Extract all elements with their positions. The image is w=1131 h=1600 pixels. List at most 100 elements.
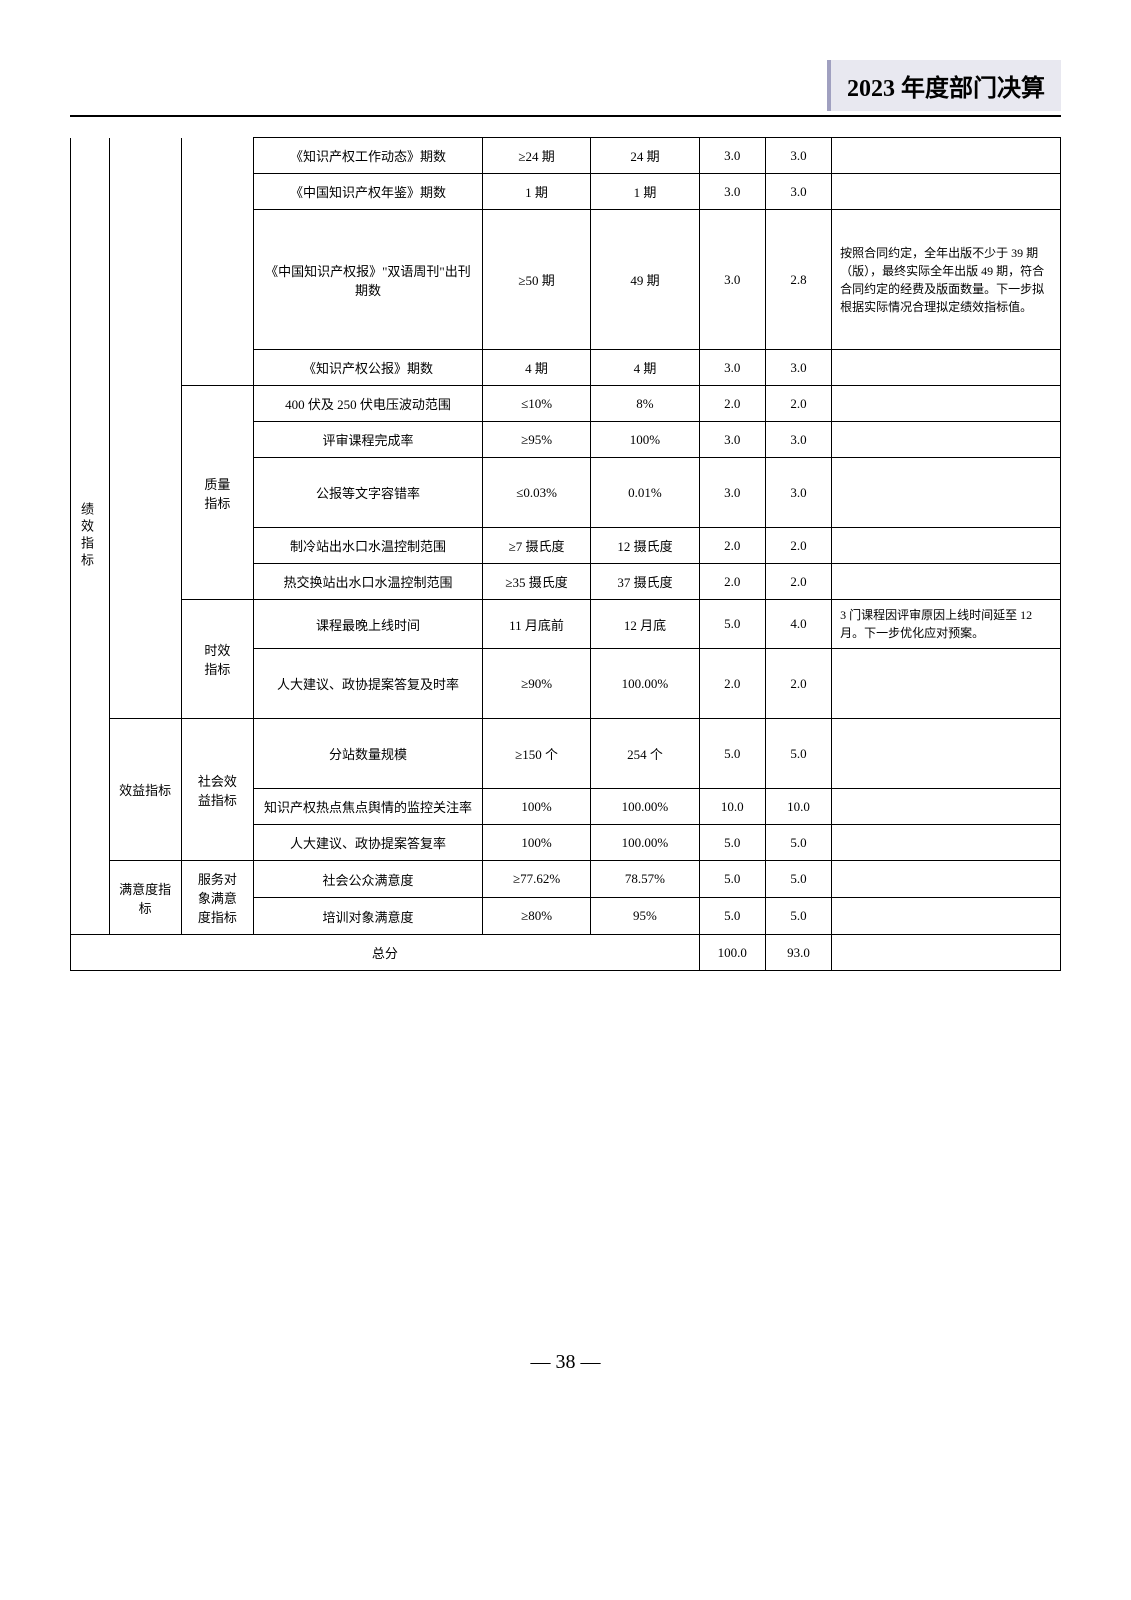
metric-score: 2.0	[765, 528, 831, 564]
metric-target: ≥90%	[482, 649, 590, 719]
metric-weight: 5.0	[699, 600, 765, 649]
metric-score: 3.0	[765, 458, 831, 528]
metric-remark	[832, 350, 1061, 386]
metric-name: 人大建议、政协提案答复及时率	[254, 649, 483, 719]
metric-remark	[832, 458, 1061, 528]
metric-weight: 3.0	[699, 210, 765, 350]
metric-name: 课程最晚上线时间	[254, 600, 483, 649]
metric-weight: 10.0	[699, 789, 765, 825]
metric-actual: 100%	[591, 422, 699, 458]
metric-target: ≥77.62%	[482, 861, 590, 898]
header-rule	[70, 115, 1061, 117]
metric-actual: 12 摄氏度	[591, 528, 699, 564]
metric-actual: 1 期	[591, 174, 699, 210]
metric-name: 社会公众满意度	[254, 861, 483, 898]
metric-remark	[832, 174, 1061, 210]
blank-subgroup	[109, 138, 181, 719]
metric-target: 1 期	[482, 174, 590, 210]
metric-score: 2.8	[765, 210, 831, 350]
metric-target: 11 月底前	[482, 600, 590, 649]
metric-remark	[832, 564, 1061, 600]
metric-target: ≥80%	[482, 898, 590, 935]
metric-weight: 5.0	[699, 898, 765, 935]
metric-score: 5.0	[765, 861, 831, 898]
metric-score: 4.0	[765, 600, 831, 649]
metric-name: 分站数量规模	[254, 719, 483, 789]
metric-target: ≤0.03%	[482, 458, 590, 528]
benefit-indicator-group: 效益指标	[109, 719, 181, 861]
table-row: 效益指标 社会效 益指标 分站数量规模 ≥150 个 254 个 5.0 5.0	[71, 719, 1061, 789]
table-row: 满意度指标 服务对 象满意 度指标 社会公众满意度 ≥77.62% 78.57%…	[71, 861, 1061, 898]
metric-actual: 100.00%	[591, 649, 699, 719]
metric-actual: 8%	[591, 386, 699, 422]
metric-remark: 按照合同约定，全年出版不少于 39 期（版），最终实际全年出版 49 期，符合合…	[832, 210, 1061, 350]
metric-remark	[832, 861, 1061, 898]
metric-weight: 3.0	[699, 174, 765, 210]
table-row: 绩效指标 《知识产权工作动态》期数 ≥24 期 24 期 3.0 3.0	[71, 138, 1061, 174]
metric-remark: 3 门课程因评审原因上线时间延至 12 月。下一步优化应对预案。	[832, 600, 1061, 649]
metric-actual: 24 期	[591, 138, 699, 174]
perf-indicator-label: 绩效指标	[77, 502, 96, 570]
blank-metric-group	[181, 138, 253, 386]
metric-score: 2.0	[765, 386, 831, 422]
total-weight: 100.0	[699, 935, 765, 971]
metric-actual: 78.57%	[591, 861, 699, 898]
metric-actual: 95%	[591, 898, 699, 935]
metric-score: 3.0	[765, 422, 831, 458]
metric-name: 热交换站出水口水温控制范围	[254, 564, 483, 600]
metric-name: 《知识产权公报》期数	[254, 350, 483, 386]
metric-target: ≥50 期	[482, 210, 590, 350]
metric-weight: 2.0	[699, 564, 765, 600]
metric-weight: 3.0	[699, 350, 765, 386]
metric-remark	[832, 649, 1061, 719]
metric-remark	[832, 825, 1061, 861]
page-header: 2023 年度部门决算	[70, 60, 1061, 111]
metric-score: 10.0	[765, 789, 831, 825]
metric-score: 5.0	[765, 719, 831, 789]
metric-name: 400 伏及 250 伏电压波动范围	[254, 386, 483, 422]
metric-actual: 100.00%	[591, 789, 699, 825]
metric-target: 4 期	[482, 350, 590, 386]
metric-actual: 4 期	[591, 350, 699, 386]
metric-target: 100%	[482, 825, 590, 861]
social-group: 社会效 益指标	[181, 719, 253, 861]
perf-indicator-group: 绩效指标	[71, 138, 110, 935]
satisfaction-indicator-group: 满意度指标	[109, 861, 181, 935]
metric-score: 3.0	[765, 174, 831, 210]
table-row: 质量 指标 400 伏及 250 伏电压波动范围 ≤10% 8% 2.0 2.0	[71, 386, 1061, 422]
metric-target: ≥7 摄氏度	[482, 528, 590, 564]
metric-name: 《知识产权工作动态》期数	[254, 138, 483, 174]
metric-remark	[832, 719, 1061, 789]
metric-weight: 2.0	[699, 386, 765, 422]
metric-name: 《中国知识产权年鉴》期数	[254, 174, 483, 210]
metric-actual: 49 期	[591, 210, 699, 350]
metric-name: 知识产权热点焦点舆情的监控关注率	[254, 789, 483, 825]
total-remark	[832, 935, 1061, 971]
metric-remark	[832, 898, 1061, 935]
metric-name: 人大建议、政协提案答复率	[254, 825, 483, 861]
total-label: 总分	[71, 935, 700, 971]
metric-remark	[832, 789, 1061, 825]
metric-score: 2.0	[765, 649, 831, 719]
metric-target: ≥35 摄氏度	[482, 564, 590, 600]
metric-score: 5.0	[765, 825, 831, 861]
metric-name: 公报等文字容错率	[254, 458, 483, 528]
table-row: 时效 指标 课程最晚上线时间 11 月底前 12 月底 5.0 4.0 3 门课…	[71, 600, 1061, 649]
metric-name: 《中国知识产权报》"双语周刊"出刊期数	[254, 210, 483, 350]
metric-score: 2.0	[765, 564, 831, 600]
metric-target: ≥95%	[482, 422, 590, 458]
metric-target: 100%	[482, 789, 590, 825]
metric-weight: 2.0	[699, 649, 765, 719]
metric-weight: 5.0	[699, 825, 765, 861]
metric-actual: 254 个	[591, 719, 699, 789]
metric-actual: 0.01%	[591, 458, 699, 528]
metric-name: 评审课程完成率	[254, 422, 483, 458]
total-score: 93.0	[765, 935, 831, 971]
metric-score: 3.0	[765, 138, 831, 174]
metric-name: 培训对象满意度	[254, 898, 483, 935]
quality-group: 质量 指标	[181, 386, 253, 600]
metric-weight: 5.0	[699, 861, 765, 898]
metric-remark	[832, 138, 1061, 174]
metric-actual: 37 摄氏度	[591, 564, 699, 600]
metric-weight: 2.0	[699, 528, 765, 564]
